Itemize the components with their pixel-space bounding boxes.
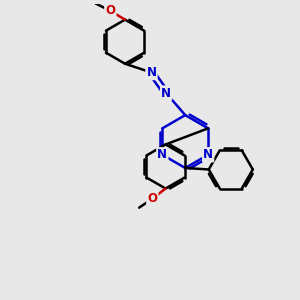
Text: N: N <box>146 66 157 79</box>
Text: N: N <box>203 148 213 161</box>
Text: N: N <box>161 87 171 100</box>
Text: N: N <box>158 148 167 161</box>
Text: O: O <box>147 192 157 205</box>
Text: O: O <box>105 4 115 17</box>
